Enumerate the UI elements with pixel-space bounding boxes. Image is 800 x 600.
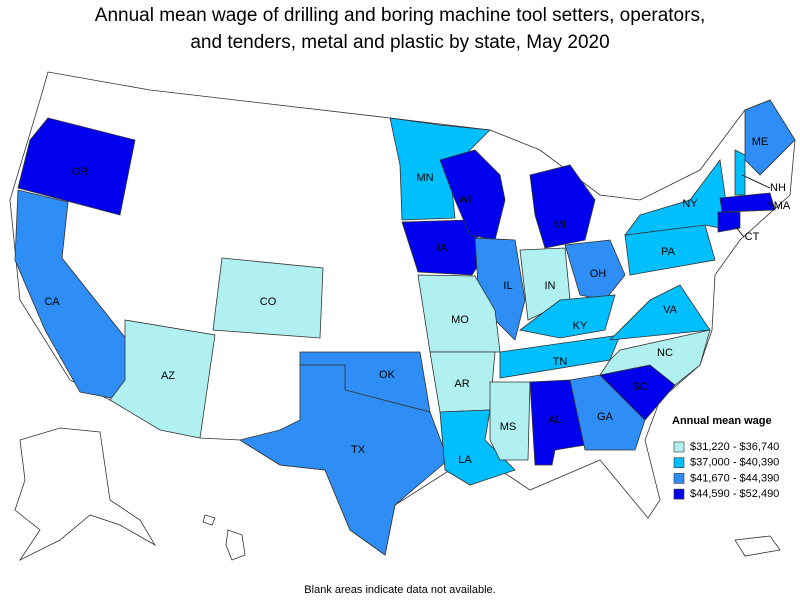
- state-label: IL: [503, 280, 512, 292]
- legend-title: Annual mean wage: [672, 415, 772, 427]
- state-label: MS: [500, 421, 517, 433]
- state: [529, 164, 596, 249]
- hawaii: [225, 529, 246, 561]
- state-label: KY: [573, 320, 588, 332]
- state: [717, 211, 741, 233]
- legend-swatch: [673, 457, 685, 469]
- states: OR CA AZ CO MN IA WI MI IL IN OH KY TN MO AR OK TX LA MS AL…: [14, 99, 796, 556]
- state-label: SC: [632, 381, 647, 393]
- state: [417, 274, 501, 353]
- state: [719, 192, 776, 213]
- state-label: AL: [548, 414, 561, 426]
- alaska: [14, 427, 157, 562]
- leader-line: [767, 202, 775, 207]
- state-label: OH: [590, 268, 607, 280]
- state: [212, 257, 324, 339]
- state: [109, 319, 216, 439]
- legend-label: $41,670 - $44,390: [690, 472, 779, 484]
- state-label: IA: [437, 242, 448, 254]
- state-label: OK: [379, 369, 396, 381]
- state-label: GA: [597, 411, 614, 423]
- state: [439, 149, 506, 241]
- state-label: PA: [661, 246, 676, 258]
- state: [734, 149, 746, 196]
- legend-label: $31,220 - $36,740: [690, 441, 779, 453]
- state: [608, 284, 711, 341]
- state: [569, 374, 646, 451]
- state-label: AR: [454, 378, 469, 390]
- legend-swatch: [673, 488, 685, 500]
- hawaii: [202, 514, 216, 526]
- leader-line: [734, 225, 745, 238]
- state-label: NH: [770, 182, 786, 194]
- state: [238, 364, 449, 556]
- footnote: Blank areas indicate data not available.: [304, 584, 495, 596]
- state-label: CA: [44, 296, 60, 308]
- state-label: WI: [458, 194, 471, 206]
- title-line: Annual mean wage of drilling and boring …: [95, 5, 705, 26]
- legend-label: $37,000 - $40,390: [690, 457, 779, 469]
- state-label: LA: [458, 454, 472, 466]
- state-label: ME: [752, 136, 769, 148]
- state-label: MA: [774, 200, 791, 212]
- legend-swatch: [673, 473, 685, 484]
- state: [489, 381, 531, 461]
- leader-line: [741, 174, 771, 189]
- puerto-rico: [734, 535, 781, 557]
- state-label: MI: [554, 219, 566, 231]
- legend: Annual mean wage $31,220 - $36,740 $37,00…: [672, 415, 779, 500]
- state: [599, 329, 711, 386]
- state: [17, 117, 136, 216]
- legend-label: $44,590 - $52,490: [690, 488, 779, 500]
- state-label: VA: [663, 304, 678, 316]
- state: [519, 294, 616, 339]
- state-label: TX: [351, 444, 366, 456]
- state-label: IN: [545, 280, 556, 292]
- state: [744, 99, 796, 176]
- state-label: AZ: [161, 370, 175, 382]
- state-label: TN: [553, 356, 568, 368]
- state-label: CT: [745, 231, 760, 243]
- state-label: OR: [72, 166, 89, 178]
- state: [564, 239, 626, 301]
- state-label: NC: [657, 347, 673, 359]
- state-label: MO: [451, 314, 469, 326]
- legend-swatch: [673, 441, 685, 453]
- state-label: NY: [682, 198, 698, 210]
- state-label: CO: [260, 296, 277, 308]
- state-label: MN: [416, 172, 433, 184]
- title-line: and tenders, metal and plastic by state,…: [190, 32, 609, 53]
